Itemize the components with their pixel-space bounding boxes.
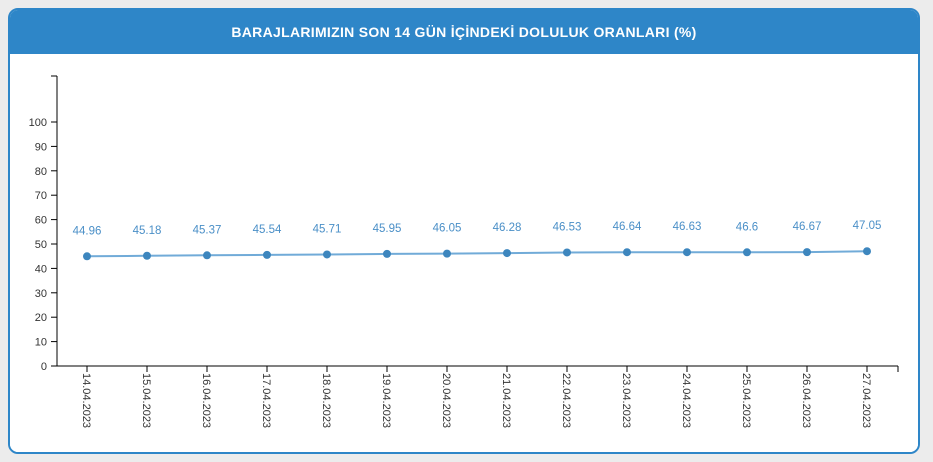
data-point-marker[interactable] <box>803 248 811 257</box>
data-point-marker[interactable] <box>683 248 691 257</box>
data-point-marker[interactable] <box>623 248 631 257</box>
x-axis-date-label: 16.04.2023 <box>200 373 212 428</box>
data-point-marker[interactable] <box>743 248 751 257</box>
data-point-label: 45.95 <box>373 223 402 235</box>
data-point-marker[interactable] <box>443 249 451 258</box>
y-axis-tick-label: 90 <box>35 141 47 153</box>
y-axis-tick-label: 10 <box>35 337 47 349</box>
y-axis-tick-label: 30 <box>35 288 47 300</box>
data-point-marker[interactable] <box>503 249 511 258</box>
data-point-marker[interactable] <box>203 251 211 260</box>
x-axis-date-label: 18.04.2023 <box>320 373 332 428</box>
data-point-marker[interactable] <box>323 250 331 259</box>
y-axis-tick-label: 20 <box>35 312 47 324</box>
x-axis-date-label: 23.04.2023 <box>620 373 632 428</box>
x-axis-date-label: 21.04.2023 <box>500 373 512 428</box>
y-axis-tick-label: 80 <box>35 166 47 178</box>
x-axis-date-label: 20.04.2023 <box>440 373 452 428</box>
chart-canvas: 0 10 20 30 40 50 60 70 80 90 100 14.04.2023 15.04.20… <box>29 75 899 428</box>
data-point-marker[interactable] <box>143 251 151 260</box>
x-axis-date-label: 27.04.2023 <box>860 373 872 428</box>
x-axis-date-label: 15.04.2023 <box>140 373 152 428</box>
data-point-label: 46.64 <box>613 221 642 233</box>
chart-title: BARAJLARIMIZIN SON 14 GÜN İÇİNDEKİ DOLUL… <box>231 24 697 40</box>
dam-fill-rate-card: BARAJLARIMIZIN SON 14 GÜN İÇİNDEKİ DOLUL… <box>8 8 920 454</box>
y-axis-tick-label: 60 <box>35 215 47 227</box>
series-line <box>86 250 868 258</box>
x-axis-date-label: 25.04.2023 <box>740 373 752 428</box>
y-axis-tick-label: 0 <box>41 361 47 373</box>
y-axis-tick-label: 50 <box>35 239 47 251</box>
data-point-marker[interactable] <box>383 249 391 258</box>
x-axis-date-label: 17.04.2023 <box>260 373 272 428</box>
data-point-label: 45.54 <box>253 224 282 236</box>
chart-area: 0 10 20 30 40 50 60 70 80 90 100 14.04.2023 15.04.20… <box>10 54 918 452</box>
data-point-label: 45.37 <box>193 224 222 236</box>
y-axis-tick-label: 70 <box>35 190 47 202</box>
data-point-marker[interactable] <box>83 252 91 261</box>
x-axis-date-label: 14.04.2023 <box>80 373 92 428</box>
y-axis-tick-label: 40 <box>35 263 47 275</box>
data-point-marker[interactable] <box>863 247 871 256</box>
y-axis-tick-label: 100 <box>29 117 47 129</box>
data-point-label: 46.63 <box>673 221 702 233</box>
x-axis-date-label: 26.04.2023 <box>800 373 812 428</box>
x-axis-date-label: 22.04.2023 <box>560 373 572 428</box>
data-point-label: 46.6 <box>736 221 758 233</box>
data-point-label: 46.05 <box>433 223 462 235</box>
data-point-label: 44.96 <box>73 225 102 237</box>
data-point-label: 46.28 <box>493 222 522 234</box>
data-point-label: 47.05 <box>853 220 882 232</box>
data-point-label: 45.71 <box>313 223 342 235</box>
data-point-marker[interactable] <box>563 248 571 257</box>
data-point-label: 46.53 <box>553 221 582 233</box>
data-point-label: 45.18 <box>133 225 162 237</box>
card-header: BARAJLARIMIZIN SON 14 GÜN İÇİNDEKİ DOLUL… <box>10 10 918 54</box>
x-axis-date-label: 19.04.2023 <box>380 373 392 428</box>
data-point-marker[interactable] <box>263 250 271 259</box>
data-point-label: 46.67 <box>793 221 822 233</box>
x-axis-date-label: 24.04.2023 <box>680 373 692 428</box>
